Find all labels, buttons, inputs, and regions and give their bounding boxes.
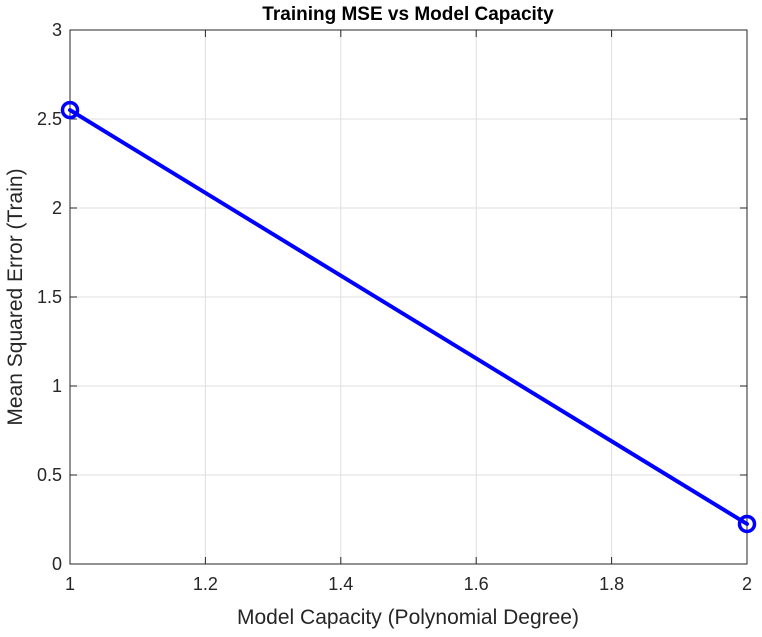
y-tick-label: 2 [52, 198, 62, 218]
series-line [68, 108, 749, 526]
x-tick-label: 1 [65, 574, 75, 594]
chart-title: Training MSE vs Model Capacity [262, 4, 554, 25]
axis-ticks: 1 1.2 1.4 1.6 1.8 2 0 0.5 1 1.5 2 2.5 3 [37, 20, 752, 594]
y-axis-label: Mean Squared Error (Train) [4, 168, 27, 425]
series-layer [60, 100, 757, 534]
x-tick-label: 1.4 [328, 574, 353, 594]
x-tick-label: 1.2 [193, 574, 218, 594]
y-tick-label: 0.5 [37, 465, 62, 485]
data-point-marker [60, 100, 80, 120]
y-tick-label: 2.5 [37, 109, 62, 129]
y-tick-label: 1 [52, 376, 62, 396]
y-tick-label: 1.5 [37, 287, 62, 307]
y-tick-label: 3 [52, 20, 62, 40]
x-axis-label: Model Capacity (Polynomial Degree) [237, 606, 579, 629]
y-tick-label: 0 [52, 554, 62, 574]
x-tick-label: 2 [742, 574, 752, 594]
x-tick-label: 1.6 [464, 574, 489, 594]
grid-lines [70, 30, 747, 564]
data-point-marker [737, 514, 757, 534]
x-tick-label: 1.8 [599, 574, 624, 594]
